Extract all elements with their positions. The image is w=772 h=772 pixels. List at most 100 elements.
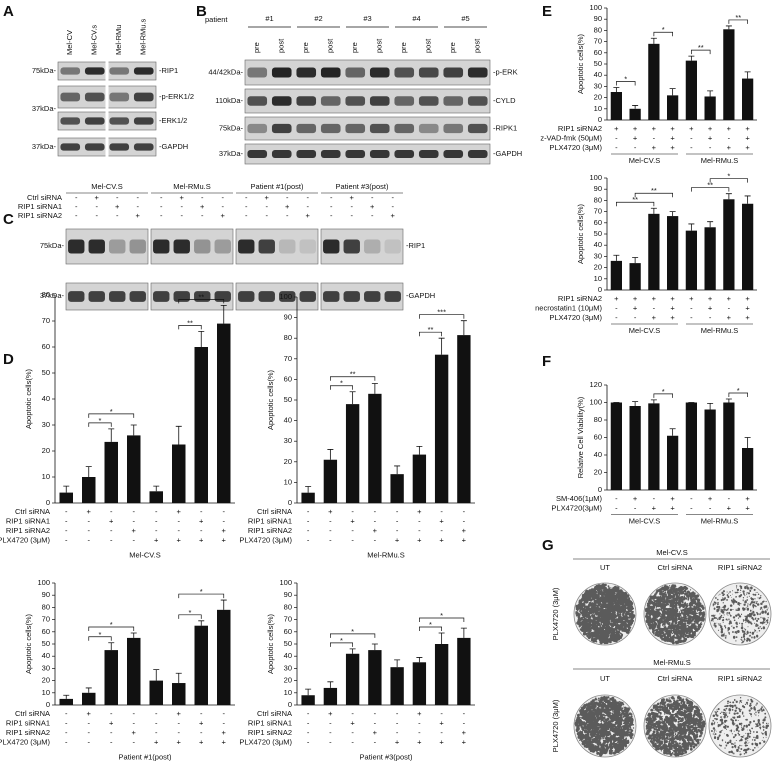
significance-bracket (178, 325, 202, 330)
condition-sign: - (222, 193, 225, 202)
size-marker: 110kDa- (215, 96, 243, 105)
blot-band (271, 96, 292, 106)
error-bar (613, 254, 620, 261)
bar (301, 695, 315, 705)
condition-sign: - (155, 507, 158, 516)
condition-sign: - (133, 737, 136, 746)
condition-sign: - (178, 526, 181, 535)
condition-sign: + (221, 211, 226, 220)
condition-sign: - (653, 303, 656, 312)
condition-sign: - (709, 503, 712, 512)
y-tick-label: 10 (42, 472, 50, 481)
condition-sign: - (374, 737, 377, 746)
condition-sign: + (350, 718, 355, 727)
condition-sign: + (417, 507, 422, 516)
condition-sign: - (615, 303, 618, 312)
y-tick-label: 40 (42, 394, 50, 403)
bar (610, 402, 622, 490)
bar (667, 216, 679, 290)
significance-label: * (99, 630, 102, 639)
colonies (644, 584, 706, 645)
condition-sign: + (462, 526, 467, 535)
error-bar (394, 465, 401, 475)
error-bar (371, 643, 378, 651)
error-bar (175, 672, 182, 684)
y-tick-label: 40 (42, 651, 50, 660)
error-bar (707, 90, 714, 97)
blot-band (299, 291, 316, 302)
group-label: Mel-RMu.S (701, 326, 739, 335)
bar (742, 448, 754, 490)
blot-band (394, 67, 415, 78)
bar (685, 60, 697, 120)
condition-sign: - (65, 516, 68, 525)
condition-sign: - (351, 202, 354, 211)
condition-label: RIP1 siRNA1 (248, 516, 292, 525)
error-bar (198, 331, 205, 347)
condition-sign: - (440, 728, 443, 737)
error-bar (632, 401, 639, 406)
condition-sign: + (200, 202, 205, 211)
significance-bracket (88, 413, 135, 418)
band-label: -RIPK1 (493, 123, 517, 132)
condition-sign: - (96, 211, 99, 220)
x-axis-title: Mel-RMu.S (367, 550, 405, 559)
condition-sign: - (88, 526, 91, 535)
y-tick-label: 40 (594, 450, 602, 459)
error-bar (669, 88, 676, 96)
error-bar (63, 485, 70, 493)
condition-sign: - (634, 503, 637, 512)
y-tick-label: 50 (284, 639, 292, 648)
condition-sign: - (728, 494, 731, 503)
bar (629, 263, 641, 290)
y-tick-label: 80 (42, 290, 50, 299)
condition-sign: - (75, 202, 78, 211)
bar (648, 403, 660, 490)
condition-sign: - (223, 709, 226, 718)
blot-band (418, 67, 439, 78)
condition-sign: + (373, 728, 378, 737)
condition-sign: - (65, 737, 68, 746)
bar (390, 474, 404, 503)
condition-sign: - (374, 507, 377, 516)
condition-sign: + (177, 737, 182, 746)
error-bar (725, 398, 732, 403)
bar (104, 650, 118, 705)
y-tick-label: 30 (594, 251, 602, 260)
size-marker: 37kDa- (40, 291, 65, 300)
y-axis-title: Apoptotic cells(%) (24, 613, 33, 674)
group-label: Patient #3(post) (336, 182, 389, 191)
condition-label: necrostatin1 (10μM) (535, 303, 602, 312)
significance-bracket (88, 636, 112, 641)
significance-label: * (200, 587, 203, 596)
condition-sign: - (307, 718, 310, 727)
condition-sign: - (88, 516, 91, 525)
condition-sign: + (670, 294, 675, 303)
significance-label: ** (187, 318, 193, 327)
significance-bracket (178, 593, 225, 599)
bar (194, 625, 208, 705)
condition-sign: + (745, 294, 750, 303)
condition-sign: - (371, 193, 374, 202)
condition-sign: - (615, 133, 618, 142)
lane-label: Mel-RMu (114, 25, 123, 55)
condition-sign: - (329, 516, 332, 525)
bar (648, 213, 660, 290)
condition-sign: - (463, 507, 466, 516)
y-tick-label: 60 (284, 374, 292, 383)
condition-sign: - (307, 737, 310, 746)
condition-sign: + (745, 124, 750, 133)
condition-sign: - (351, 728, 354, 737)
size-marker: 37kDa- (32, 104, 57, 113)
condition-sign: + (745, 313, 750, 322)
condition-sign: - (371, 211, 374, 220)
lane-label: pre (399, 42, 408, 53)
condition-label: RIP1 siRNA1 (6, 718, 50, 727)
y-tick-label: 40 (284, 416, 292, 425)
size-marker: 37kDa- (32, 142, 57, 151)
blot-band (369, 123, 390, 134)
condition-sign: - (351, 737, 354, 746)
condition-sign: + (652, 503, 657, 512)
error-bar (416, 657, 423, 663)
